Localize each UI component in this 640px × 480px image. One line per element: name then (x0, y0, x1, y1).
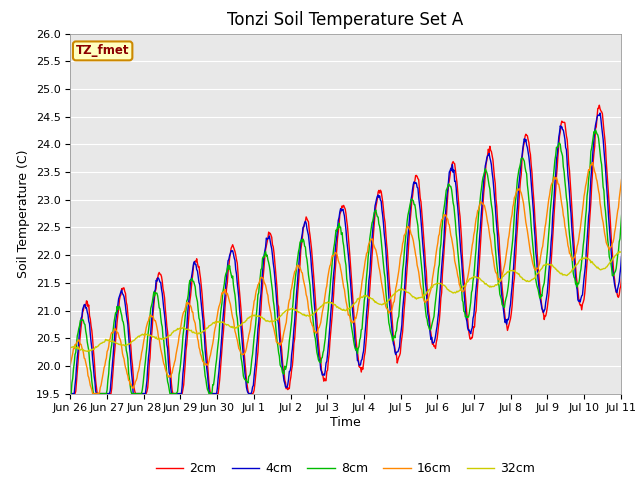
32cm (296, 309, 303, 315)
16cm (458, 289, 466, 295)
2cm (136, 391, 143, 396)
Line: 8cm: 8cm (70, 118, 640, 394)
Y-axis label: Soil Temperature (C): Soil Temperature (C) (17, 149, 30, 278)
4cm (294, 264, 302, 270)
4cm (273, 293, 280, 299)
4cm (67, 391, 74, 396)
Legend: 2cm, 4cm, 8cm, 16cm, 32cm: 2cm, 4cm, 8cm, 16cm, 32cm (151, 457, 540, 480)
4cm (425, 315, 433, 321)
8cm (628, 115, 636, 120)
8cm (458, 286, 465, 291)
4cm (243, 388, 251, 394)
2cm (634, 92, 640, 97)
32cm (67, 345, 74, 351)
16cm (426, 291, 433, 297)
8cm (136, 391, 143, 396)
32cm (273, 316, 281, 322)
Line: 4cm: 4cm (70, 99, 640, 394)
2cm (67, 391, 74, 396)
2cm (243, 382, 251, 388)
2cm (458, 236, 465, 242)
8cm (243, 379, 251, 384)
Line: 32cm: 32cm (70, 245, 640, 351)
Line: 2cm: 2cm (70, 95, 640, 394)
2cm (425, 309, 433, 314)
8cm (425, 324, 433, 329)
16cm (89, 391, 97, 396)
8cm (67, 391, 74, 396)
4cm (630, 96, 638, 102)
16cm (625, 148, 633, 154)
16cm (273, 340, 281, 346)
32cm (244, 315, 252, 321)
16cm (67, 361, 74, 367)
16cm (296, 265, 303, 271)
2cm (294, 280, 302, 286)
X-axis label: Time: Time (330, 416, 361, 429)
32cm (136, 333, 144, 338)
Line: 16cm: 16cm (70, 151, 640, 394)
32cm (458, 285, 466, 291)
Text: TZ_fmet: TZ_fmet (76, 44, 129, 58)
8cm (273, 330, 280, 336)
4cm (458, 257, 465, 263)
32cm (426, 287, 433, 293)
8cm (294, 249, 302, 254)
16cm (136, 359, 144, 365)
4cm (136, 391, 143, 396)
2cm (273, 276, 280, 282)
32cm (84, 348, 92, 354)
16cm (244, 337, 252, 343)
Title: Tonzi Soil Temperature Set A: Tonzi Soil Temperature Set A (227, 11, 464, 29)
